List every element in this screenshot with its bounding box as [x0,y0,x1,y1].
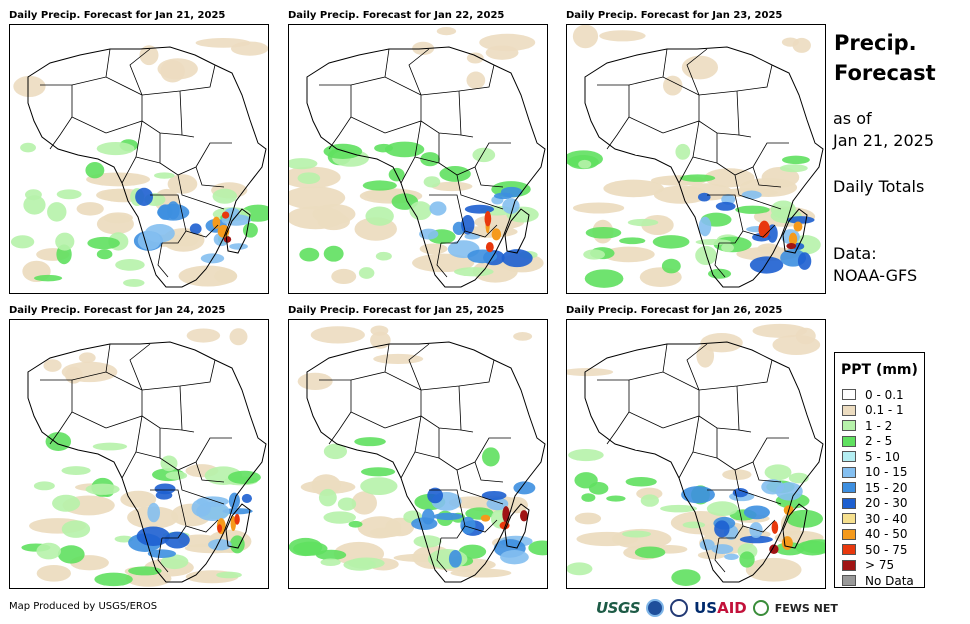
panel-title: Daily Precip. Forecast for Jan 22, 2025 [288,10,505,21]
legend-label: 5 - 10 [865,449,900,464]
as-of-date: as of Jan 21, 2025 [833,108,934,152]
legend-label: > 75 [865,558,895,573]
panel-title: Daily Precip. Forecast for Jan 26, 2025 [566,305,783,316]
legend-label: 40 - 50 [865,527,908,542]
usgs-logo: USGS [596,599,641,617]
data-source-value: NOAA-GFS [833,266,918,285]
legend-label: 2 - 5 [865,434,893,449]
usaid-logo: USAID [694,599,747,617]
side-title-line1: Precip. [834,31,917,55]
legend-swatch [842,513,856,525]
side-title: Precip. Forecast [834,28,936,88]
legend-title: PPT (mm) [841,362,918,378]
legend-label: 0 - 0.1 [865,387,904,402]
legend-swatch [842,544,856,556]
precip-map [9,24,269,294]
legend-label: 1 - 2 [865,418,893,433]
legend-swatch [842,559,856,571]
data-source-label: Data: [833,244,877,263]
precip-map [566,319,826,589]
logo-strip: USGS USAID FEWS NET [596,597,838,619]
legend-item: 40 - 50 [842,527,914,543]
noaa-logo-icon [646,599,665,617]
africa-map-svg [289,325,547,583]
usaid-seal-icon [670,599,689,617]
precip-map [288,24,548,294]
panel-title: Daily Precip. Forecast for Jan 21, 2025 [9,10,226,21]
legend-item: 30 - 40 [842,511,914,527]
precip-map [288,319,548,589]
legend-item: 2 - 5 [842,434,914,450]
africa-map-svg [289,27,546,288]
panel-title: Daily Precip. Forecast for Jan 25, 2025 [288,305,505,316]
legend-swatch [842,404,856,416]
precip-map [566,24,826,294]
panel-title: Daily Precip. Forecast for Jan 23, 2025 [566,10,783,21]
fews-globe-icon [752,600,769,616]
legend-label: 15 - 20 [865,480,908,495]
legend-item: 10 - 15 [842,465,914,481]
legend-swatch [842,497,856,509]
legend-swatch [842,575,856,587]
africa-map-svg [567,25,824,288]
legend-item: 20 - 30 [842,496,914,512]
data-source: Data: NOAA-GFS [833,243,917,287]
legend-label: 30 - 40 [865,511,908,526]
legend-swatch [842,482,856,494]
legend-item: No Data [842,573,914,589]
legend-item: 15 - 20 [842,480,914,496]
daily-totals-label: Daily Totals [833,177,925,196]
legend-item: 1 - 2 [842,418,914,434]
precip-map [9,319,269,589]
legend-swatch [842,451,856,463]
credit-text: Map Produced by USGS/EROS [9,601,158,612]
side-title-line2: Forecast [834,61,936,85]
legend-label: No Data [865,573,914,588]
legend-swatch [842,466,856,478]
legend-item: > 75 [842,558,914,574]
legend-swatch [842,528,856,540]
africa-map-svg [21,328,267,587]
legend-label: 0.1 - 1 [865,403,904,418]
legend-item: 0 - 0.1 [842,387,914,403]
legend-item: 50 - 75 [842,542,914,558]
as-of-value: Jan 21, 2025 [833,131,934,150]
as-of-label: as of [833,109,872,128]
africa-map-svg [567,323,825,586]
legend-swatch [842,435,856,447]
legend-item: 5 - 10 [842,449,914,465]
legend-label: 10 - 15 [865,465,908,480]
panel-title: Daily Precip. Forecast for Jan 24, 2025 [9,305,226,316]
africa-map-svg [10,38,268,288]
legend-label: 50 - 75 [865,542,908,557]
legend-swatch [842,420,856,432]
fews-net-logo: FEWS NET [774,601,838,615]
legend-label: 20 - 30 [865,496,908,511]
legend-swatch [842,389,856,401]
legend-item: 0.1 - 1 [842,403,914,419]
